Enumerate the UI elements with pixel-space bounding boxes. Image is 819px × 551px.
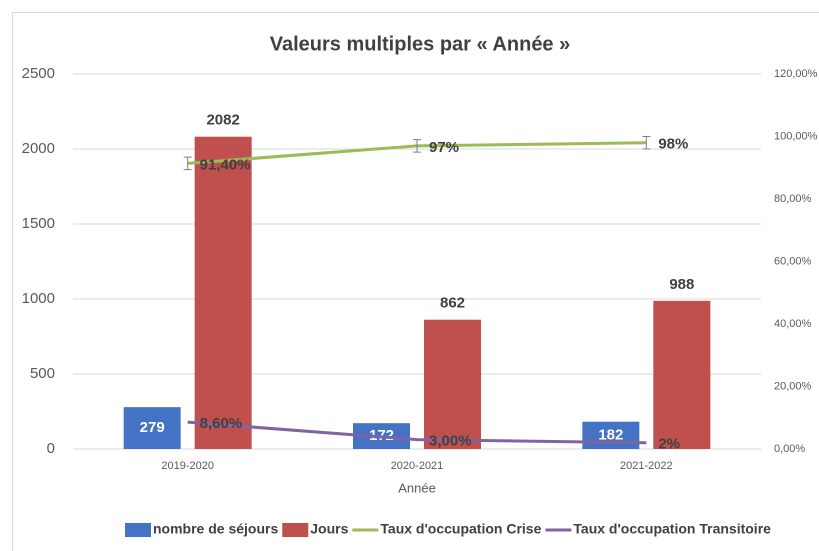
y-tick-label: 1000 xyxy=(22,290,55,307)
line-label: 98% xyxy=(658,136,688,153)
bar xyxy=(194,136,252,449)
y-tick-label: 1500 xyxy=(22,215,55,232)
chart-title: Valeurs multiples par « Année » xyxy=(270,33,571,55)
x-tick-label: 2019-2020 xyxy=(161,460,214,472)
bar xyxy=(123,407,181,449)
y2-tick-label: 60,00% xyxy=(774,255,812,267)
line-label: 97% xyxy=(429,139,459,156)
line-label: 3,00% xyxy=(429,433,472,450)
y2-tick-label: 20,00% xyxy=(774,380,812,392)
bar-label: 862 xyxy=(440,295,465,312)
line-label: 8,60% xyxy=(200,415,243,432)
error-bar xyxy=(413,139,421,153)
y2-tick-label: 80,00% xyxy=(774,193,812,205)
legend-swatch xyxy=(282,523,309,537)
error-bar xyxy=(183,156,192,171)
x-tick-label: 2020-2021 xyxy=(391,460,444,472)
x-axis-title: Année xyxy=(398,480,436,495)
y2-tick-label: 40,00% xyxy=(774,318,812,330)
bar-label: 182 xyxy=(598,426,623,443)
line xyxy=(187,420,647,445)
y2-tick-label: 0,00% xyxy=(774,443,805,455)
bar-label: 279 xyxy=(140,419,165,436)
legend-label: Taux d'occupation Crise xyxy=(380,521,541,537)
legend-label: nombre de séjours xyxy=(153,521,278,537)
legend-label: Jours xyxy=(310,521,348,537)
bar-label: 2082 xyxy=(206,112,239,129)
bar xyxy=(653,300,711,449)
line-label: 2% xyxy=(658,436,680,453)
line-label: 91,40% xyxy=(200,156,251,173)
legend-swatch xyxy=(125,523,151,537)
y-tick-label: 2500 xyxy=(22,65,55,82)
y-tick-label: 0 xyxy=(47,440,55,457)
y2-tick-label: 100,00% xyxy=(774,130,818,142)
y2-tick-label: 120,00% xyxy=(774,68,818,80)
y-tick-label: 2000 xyxy=(22,140,55,157)
bar xyxy=(582,421,640,449)
legend-label: Taux d'occupation Transitoire xyxy=(573,521,771,537)
error-bar xyxy=(642,136,651,150)
chart-frame xyxy=(12,12,819,551)
y-tick-label: 500 xyxy=(30,365,55,382)
bar xyxy=(424,319,481,449)
bar-label: 988 xyxy=(669,276,694,293)
x-tick-label: 2021-2022 xyxy=(620,460,673,472)
